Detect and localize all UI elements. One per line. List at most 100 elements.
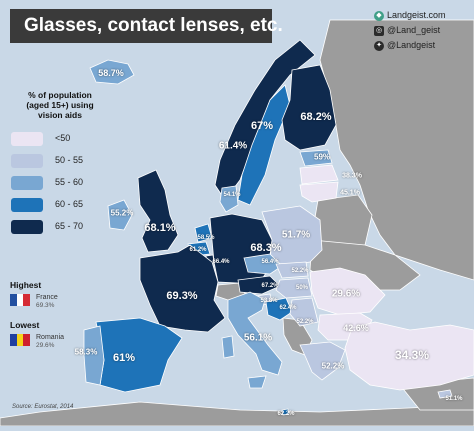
- value-label: 56.1%: [243, 332, 273, 344]
- map-title: Glasses, contact lenses, etc.: [10, 9, 283, 43]
- country-denmark: [219, 185, 239, 213]
- country-lithuania: [299, 181, 339, 203]
- country-turkey: [344, 321, 474, 391]
- country-croatia: [265, 297, 293, 321]
- legend-label: 55 - 60: [55, 177, 84, 187]
- country-france: [139, 244, 226, 333]
- value-label: 58.3%: [74, 347, 98, 357]
- country-estonia: [299, 149, 333, 167]
- legend-swatch: [11, 176, 43, 190]
- value-label: 55.2%: [110, 208, 134, 218]
- country-serbia: [289, 297, 319, 327]
- country-sweden: [237, 84, 291, 206]
- value-label: 66.4%: [212, 259, 230, 265]
- brand-twitter-text: @Landgeist: [387, 40, 436, 50]
- value-label: 67%: [250, 120, 274, 132]
- value-label: 61%: [112, 352, 136, 364]
- value-label: 61.4%: [218, 140, 248, 152]
- value-label: 68.2%: [300, 111, 332, 123]
- lowest-country: Romania: [36, 334, 65, 341]
- value-label: 53.8%: [260, 298, 278, 304]
- value-label: 34.3%: [394, 348, 430, 362]
- instagram-icon: ◎: [374, 25, 384, 36]
- legend-title: % of population (aged 15+) using vision …: [7, 90, 113, 120]
- highest-value: 69.3%: [36, 302, 55, 309]
- landmass-north-africa: [0, 401, 474, 427]
- value-label: 56.4%: [261, 259, 279, 265]
- lowest-value: 29.6%: [36, 342, 55, 349]
- legend-swatch: [11, 132, 43, 146]
- country-austria: [237, 275, 281, 295]
- value-label: 68.1%: [144, 222, 176, 234]
- country-poland: [261, 205, 323, 267]
- brand-website[interactable]: ◆ Landgeist.com: [374, 10, 470, 22]
- brand-website-text: Landgeist.com: [387, 10, 446, 20]
- landgeist-logo-icon: ◆: [374, 10, 384, 21]
- country-uk: [137, 169, 179, 253]
- highest-heading: Highest: [10, 280, 42, 290]
- country-romania: [309, 267, 386, 316]
- value-label: 62.2%: [277, 411, 295, 417]
- legend-swatch: [11, 198, 43, 212]
- legend-title-line: (aged 15+) using: [26, 100, 94, 110]
- legend-item: 60 - 65: [11, 198, 111, 214]
- brand-instagram[interactable]: ◎ @Land_geist: [374, 25, 470, 37]
- legend-label: 60 - 65: [55, 199, 84, 209]
- value-label: 52.2%: [291, 268, 309, 274]
- highest-country: France: [36, 294, 58, 301]
- lowest-heading: Lowest: [10, 320, 40, 330]
- country-greece: [299, 341, 346, 381]
- country-malta: [281, 408, 290, 416]
- value-label: 61.2%: [189, 247, 207, 253]
- legend-item: 65 - 70: [11, 220, 111, 236]
- legend-item: 55 - 60: [11, 176, 111, 192]
- brand-instagram-text: @Land_geist: [387, 25, 441, 35]
- legend-title-line: % of population: [28, 90, 92, 100]
- romania-flag-icon: [10, 334, 30, 346]
- country-finland: [281, 64, 337, 151]
- value-label: 50%: [295, 285, 309, 291]
- country-hungary: [275, 277, 313, 299]
- country-portugal: [83, 325, 105, 386]
- legend: % of population (aged 15+) using vision …: [7, 90, 113, 234]
- legend-item: 50 - 55: [11, 154, 111, 170]
- value-label: 62.4%: [279, 305, 297, 311]
- value-label: 38.3%: [342, 172, 362, 180]
- country-iceland: [89, 59, 135, 85]
- value-label: 67.2%: [261, 283, 279, 289]
- legend-swatch: [11, 220, 43, 234]
- country-italy: [227, 291, 283, 376]
- value-label: 68.3%: [250, 242, 282, 254]
- value-label: 42.6%: [343, 323, 369, 333]
- country-slovakia: [275, 261, 309, 279]
- value-label: 58.7%: [98, 68, 124, 78]
- country-cyprus: [437, 389, 453, 399]
- country-ireland: [107, 199, 133, 231]
- value-label: 29.6%: [331, 288, 361, 300]
- country-czechia: [243, 253, 283, 275]
- value-label: 69.3%: [166, 290, 198, 302]
- country-sardinia: [221, 335, 235, 359]
- legend-label: <50: [55, 133, 71, 143]
- value-label: 58.5%: [197, 235, 215, 241]
- value-label: 52.2%: [296, 319, 314, 325]
- france-flag-icon: [10, 294, 30, 306]
- value-label: 45.1%: [340, 189, 360, 197]
- value-label: 59%: [313, 152, 331, 162]
- value-label: 51.7%: [281, 229, 311, 241]
- legend-title-line: vision aids: [38, 110, 82, 120]
- source-note: Source: Eurostat, 2014: [12, 404, 74, 410]
- country-latvia: [299, 164, 339, 185]
- legend-label: 65 - 70: [55, 221, 84, 231]
- legend-label: 50 - 55: [55, 155, 84, 165]
- value-label: 54.1%: [223, 192, 241, 198]
- legend-swatch: [11, 154, 43, 168]
- legend-item: <50: [11, 132, 111, 148]
- brand-twitter[interactable]: ✦ @Landgeist: [374, 40, 470, 52]
- value-label: 52.2%: [321, 361, 345, 371]
- country-sicily: [247, 375, 267, 389]
- value-label: 51.1%: [445, 396, 463, 402]
- twitter-icon: ✦: [374, 40, 384, 51]
